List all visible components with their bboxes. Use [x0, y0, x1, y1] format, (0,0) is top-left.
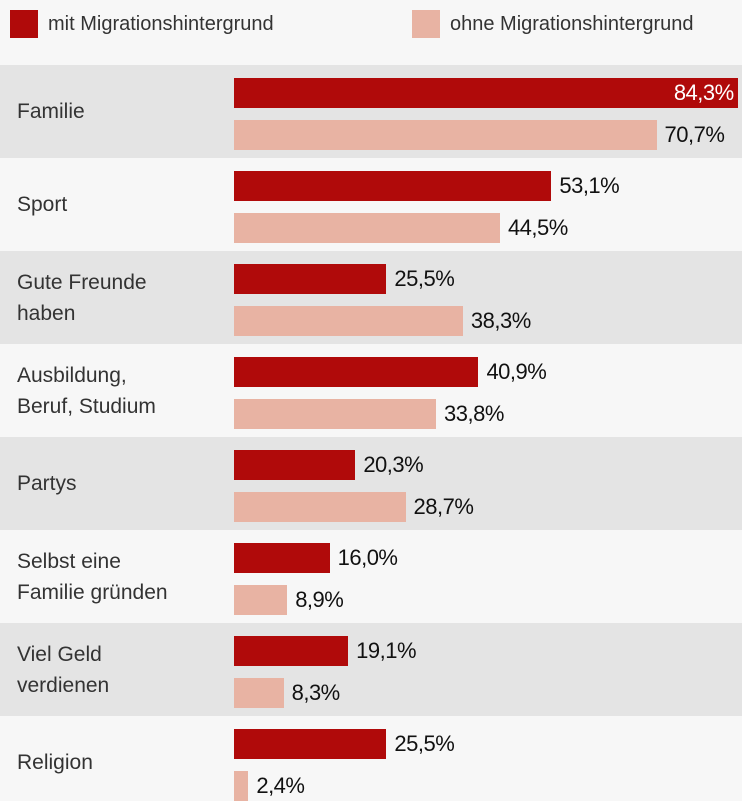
category-label: Partys [17, 437, 227, 530]
value-label: 25,5% [394, 731, 455, 756]
bar [234, 678, 284, 708]
category-label: Ausbildung, Beruf, Studium [17, 344, 227, 437]
row-background [0, 623, 742, 716]
category-text: Familie [17, 100, 85, 123]
value-label: 25,5% [394, 266, 455, 291]
bar [234, 120, 657, 150]
category-label: Sport [17, 158, 227, 251]
category-text: Gute Freunde haben [17, 270, 147, 325]
bar [234, 357, 479, 387]
category-text: Ausbildung, Beruf, Studium [17, 363, 156, 418]
category-text: Religion [17, 751, 93, 774]
value-label: 20,3% [363, 452, 424, 477]
value-label: 8,3% [291, 680, 341, 705]
legend-swatch [412, 10, 440, 38]
value-label: 38,3% [470, 308, 531, 333]
category-label: Viel Geld verdienen [17, 623, 227, 716]
bar [234, 213, 500, 243]
value-label: 53,1% [559, 173, 620, 198]
value-label: 70,7% [664, 122, 725, 147]
bar [234, 492, 406, 522]
category-label: Gute Freunde haben [17, 251, 227, 344]
category-text: Sport [17, 193, 68, 216]
bar [234, 450, 356, 480]
value-label: 44,5% [507, 215, 568, 240]
category-label: Selbst eine Familie gründen [17, 530, 227, 623]
value-label: 28,7% [413, 494, 474, 519]
bar [234, 171, 552, 201]
value-label: 19,1% [356, 638, 417, 663]
value-label: 2,4% [256, 773, 305, 798]
bar [234, 543, 330, 573]
value-label: 16,0% [337, 545, 398, 570]
bar [234, 636, 349, 666]
category-text: Partys [17, 472, 77, 495]
category-label: Familie [17, 65, 227, 158]
category-text: Selbst eine Familie gründen [17, 549, 168, 604]
bar [234, 264, 387, 294]
legend-swatch [10, 10, 38, 38]
bar [234, 585, 288, 615]
value-label: 33,8% [444, 401, 504, 426]
value-label: 40,9% [486, 359, 547, 384]
value-label: 84,3% [673, 80, 734, 105]
legend-label: ohne Migrationshintergrund [450, 13, 694, 35]
row-background [0, 530, 742, 623]
bar [234, 78, 738, 108]
value-label: 8,9% [295, 587, 344, 612]
bar [234, 399, 436, 429]
bar [234, 306, 463, 336]
category-text: Viel Geld verdienen [17, 642, 110, 697]
bar [234, 729, 387, 759]
category-label: Religion [17, 716, 227, 801]
bar [234, 771, 249, 801]
legend-label: mit Migrationshintergrund [48, 13, 274, 35]
